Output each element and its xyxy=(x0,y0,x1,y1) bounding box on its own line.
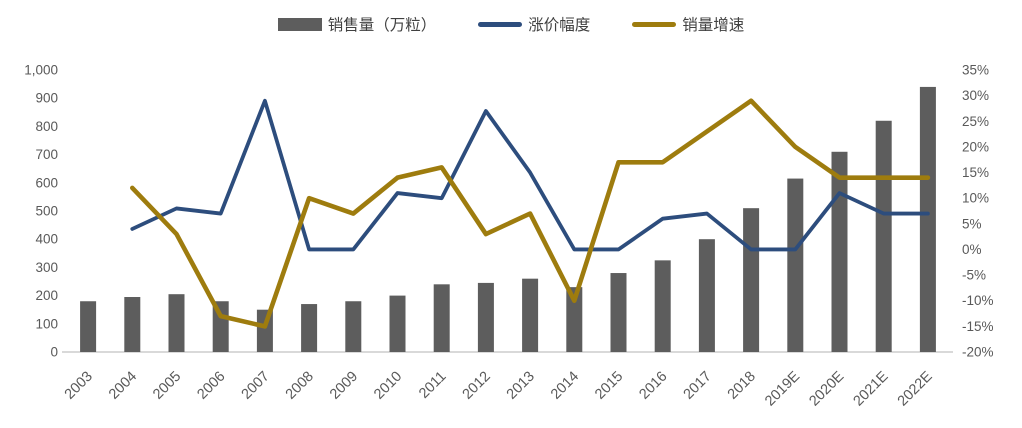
bar-2004 xyxy=(124,297,141,352)
right-axis-tick-label: -5% xyxy=(962,268,986,283)
bar-2013 xyxy=(522,278,539,352)
bar-2020E xyxy=(831,151,848,352)
left-axis-tick-label: 100 xyxy=(35,316,58,331)
left-axis-tick-label: 200 xyxy=(35,288,58,303)
x-axis-label-2019E: 2019E xyxy=(762,368,803,409)
line-swatch-icon xyxy=(478,21,523,27)
bar-2022E xyxy=(919,86,936,353)
line-series-price-increase xyxy=(130,98,930,252)
chart-legend: 销售量（万粒） 涨价幅度 销量增速 xyxy=(0,13,1022,35)
bar-swatch-icon xyxy=(277,17,322,31)
bar-2005 xyxy=(168,294,185,352)
right-axis-tick-label: -10% xyxy=(962,293,994,308)
right-axis-tick-label: 10% xyxy=(962,191,989,206)
x-axis-label-2016: 2016 xyxy=(636,369,670,403)
right-axis-tick-label: 30% xyxy=(962,88,989,103)
x-axis-label-2017: 2017 xyxy=(681,369,715,403)
bar-2017 xyxy=(698,239,715,352)
bar-2006 xyxy=(212,301,229,352)
bar-2015 xyxy=(610,273,627,352)
right-axis-tick-label: 0% xyxy=(962,242,982,257)
x-axis-label-2003: 2003 xyxy=(62,369,96,403)
x-axis-label-2010: 2010 xyxy=(371,369,405,403)
bar-2010 xyxy=(389,295,406,352)
right-axis-tick-label: 35% xyxy=(962,63,989,78)
left-axis-tick-label: 700 xyxy=(35,147,58,162)
bar-2018 xyxy=(743,208,760,352)
x-axis-label-2014: 2014 xyxy=(548,369,582,403)
left-axis-tick-label: 0 xyxy=(50,345,58,360)
x-axis-label-2021E: 2021E xyxy=(851,368,892,409)
x-axis-label-2004: 2004 xyxy=(106,369,140,403)
bar-2011 xyxy=(433,284,450,352)
line-swatch-icon xyxy=(632,21,677,27)
legend-item-sales-growth: 销量增速 xyxy=(632,13,744,35)
left-axis-tick-label: 600 xyxy=(35,175,58,190)
x-axis-label-2007: 2007 xyxy=(239,369,273,403)
x-axis-label-2006: 2006 xyxy=(194,369,228,403)
left-axis-tick-label: 300 xyxy=(35,260,58,275)
legend-label-sales-volume: 销售量（万粒） xyxy=(327,17,437,34)
x-axis-label-2020E: 2020E xyxy=(806,368,847,409)
x-axis-label-2012: 2012 xyxy=(460,369,494,403)
x-axis-label-2009: 2009 xyxy=(327,369,361,403)
x-axis-label-2005: 2005 xyxy=(150,369,184,403)
right-axis-tick-label: -15% xyxy=(962,319,994,334)
left-axis-tick-label: 500 xyxy=(35,204,58,219)
legend-label-price-increase: 涨价幅度 xyxy=(528,17,591,34)
x-axis-label-2008: 2008 xyxy=(283,369,317,403)
legend-label-sales-growth: 销量增速 xyxy=(682,17,745,34)
x-axis-label-2018: 2018 xyxy=(725,369,759,403)
bar-2021E xyxy=(875,120,892,352)
bar-2014 xyxy=(566,287,583,352)
x-axis-label-2011: 2011 xyxy=(416,369,449,402)
x-axis-label-2015: 2015 xyxy=(592,369,626,403)
right-axis-tick-label: 5% xyxy=(962,216,982,231)
bar-2009 xyxy=(345,301,362,352)
left-axis-tick-label: 400 xyxy=(35,232,58,247)
bar-2019E xyxy=(787,178,804,352)
line-series-sales-growth xyxy=(130,98,931,329)
left-axis-tick-label: 900 xyxy=(35,91,58,106)
right-axis-tick-label: 15% xyxy=(962,165,989,180)
left-axis-tick-label: 1,000 xyxy=(24,63,58,78)
x-axis-label-2013: 2013 xyxy=(504,369,538,403)
bar-2008 xyxy=(301,304,318,352)
left-axis-tick-label: 800 xyxy=(35,119,58,134)
bar-2003 xyxy=(80,301,97,352)
bar-2012 xyxy=(477,282,494,352)
right-axis-tick-label: 20% xyxy=(962,139,989,154)
legend-item-sales-volume: 销售量（万粒） xyxy=(277,13,437,35)
right-axis-tick-label: -20% xyxy=(962,345,994,360)
right-axis-tick-label: 25% xyxy=(962,114,989,129)
bar-2016 xyxy=(654,260,671,352)
legend-item-price-increase: 涨价幅度 xyxy=(478,13,590,35)
x-axis-label-2022E: 2022E xyxy=(895,368,936,409)
